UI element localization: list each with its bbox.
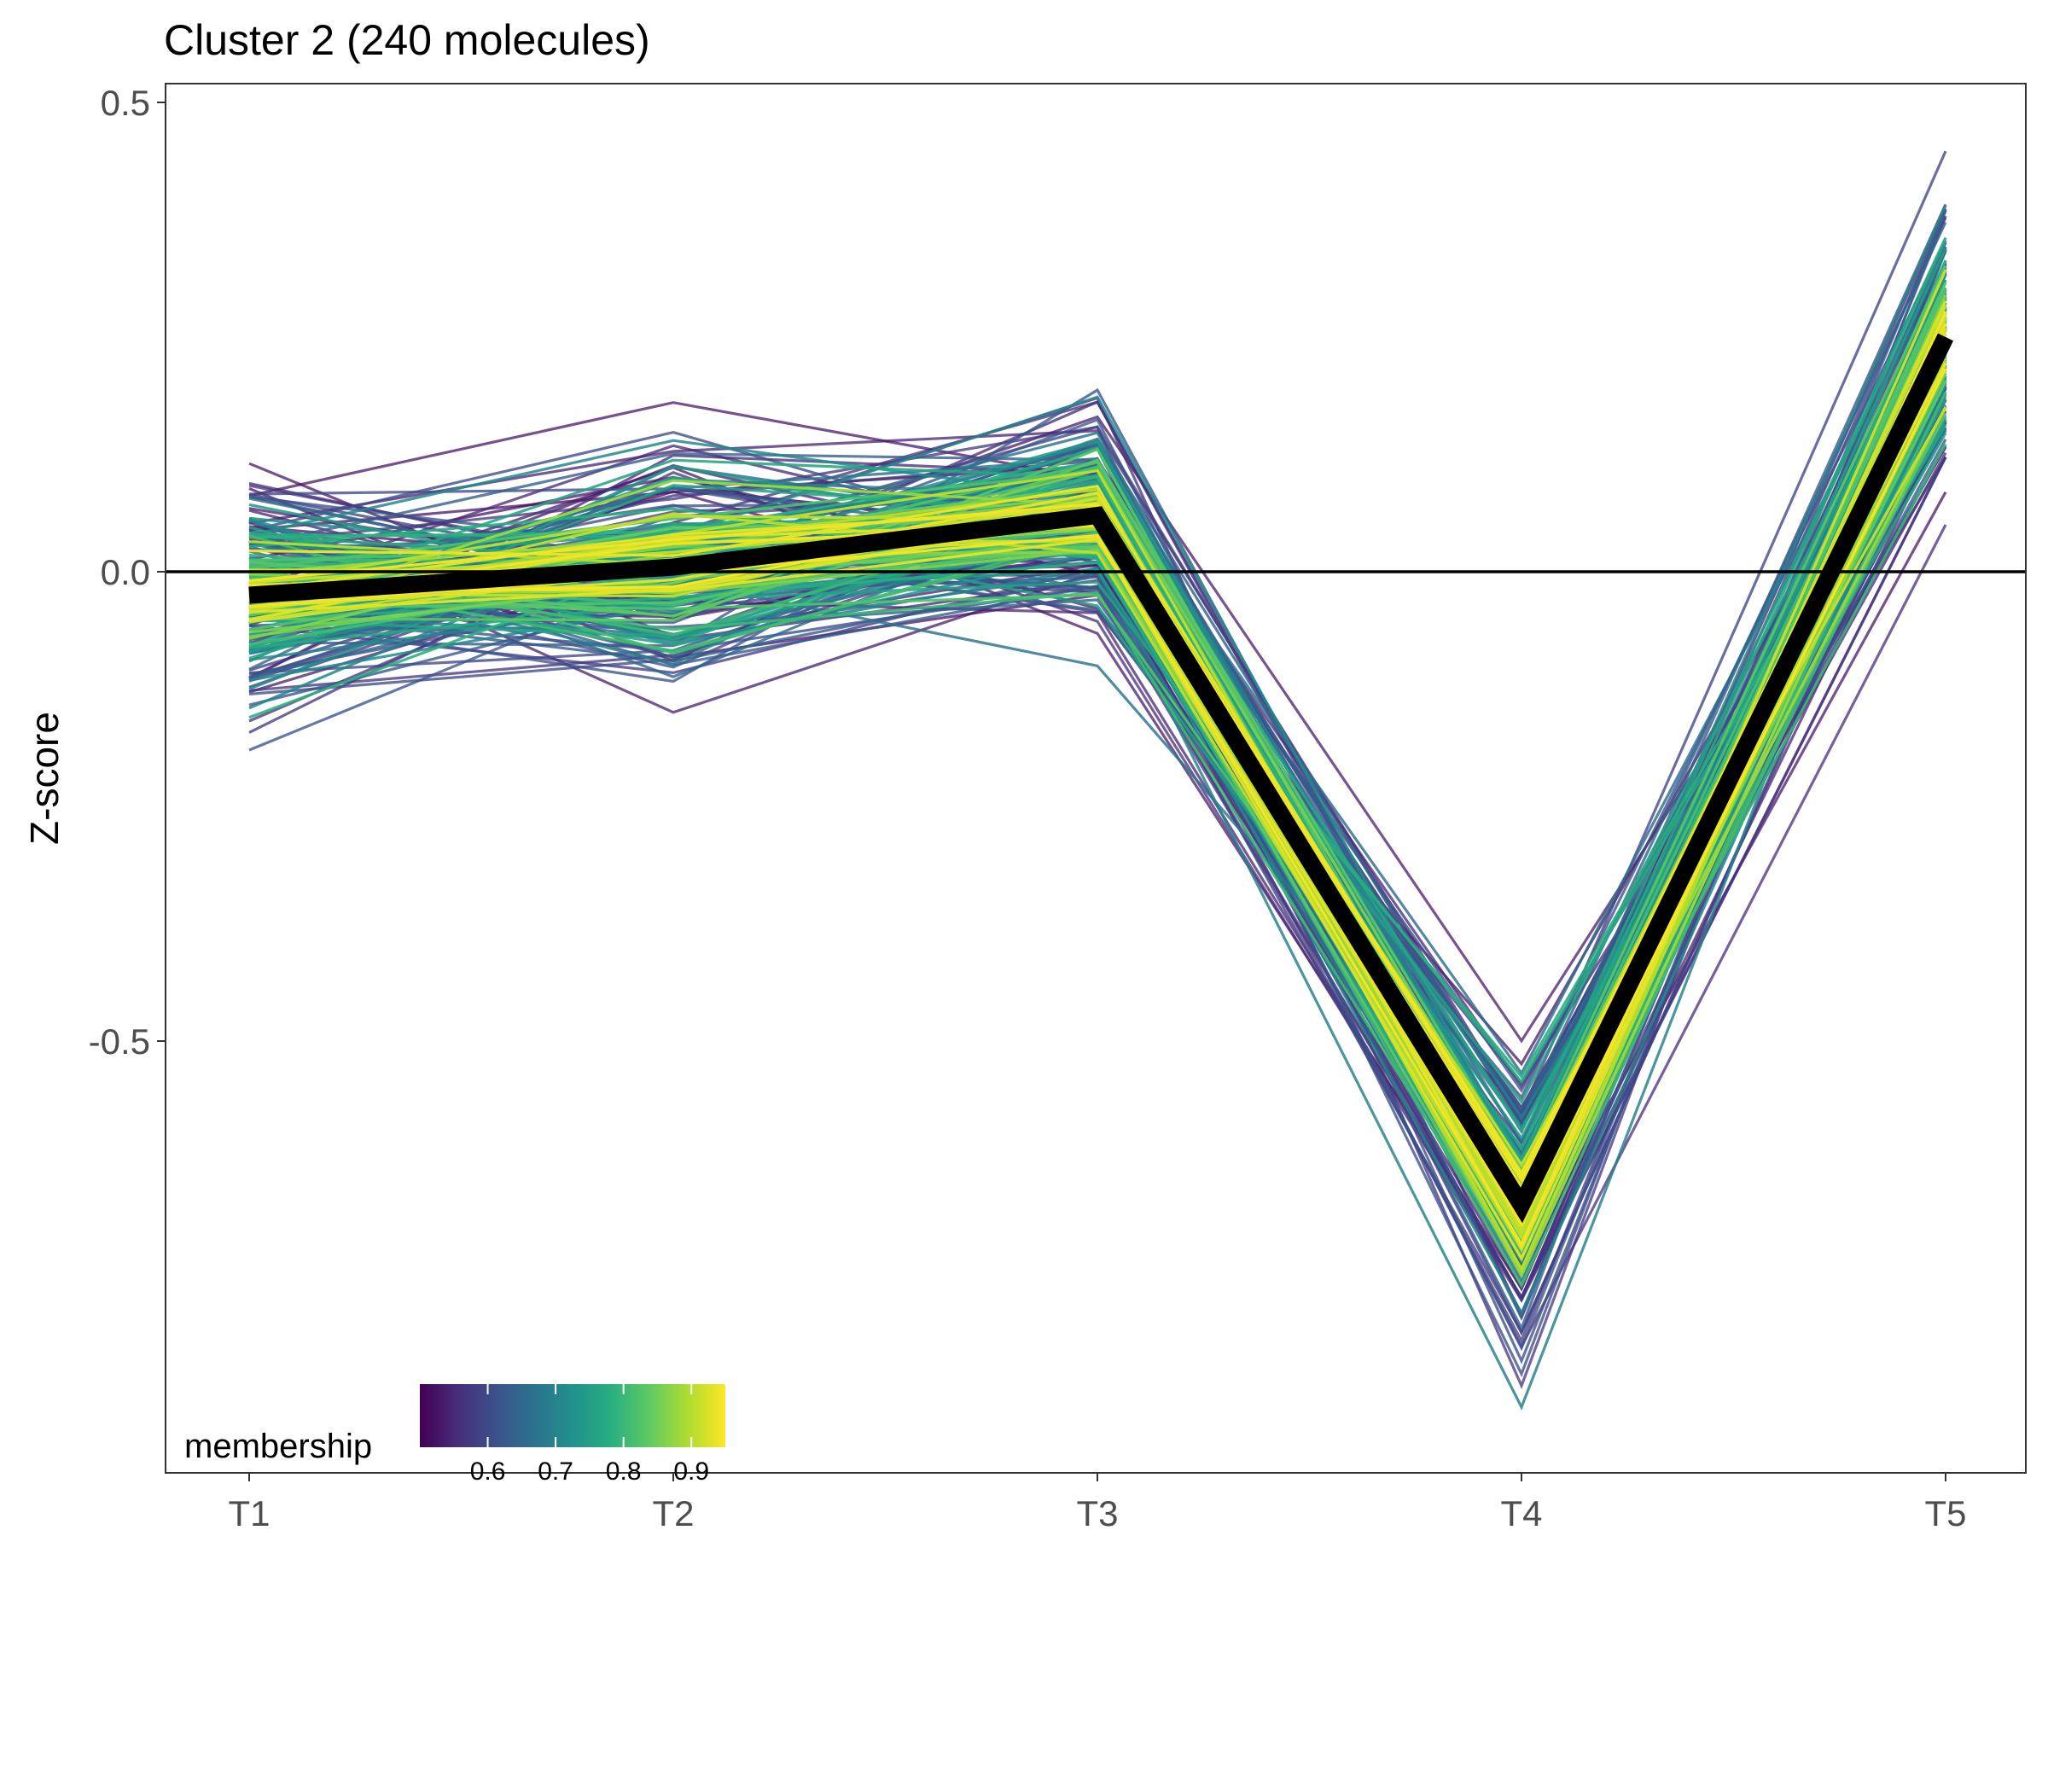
legend-ticks: 0.6 0.7 0.8 0.9 bbox=[470, 1384, 709, 1486]
plot-panel-border bbox=[165, 83, 2027, 1474]
legend-tick-label: 0.7 bbox=[538, 1457, 573, 1486]
y-axis: 0.5 0.0 -0.5 bbox=[89, 83, 166, 1062]
y-tick-label: 0.5 bbox=[101, 83, 150, 123]
member-line bbox=[248, 209, 1947, 1236]
member-line bbox=[248, 217, 1947, 1265]
legend-tick-label: 0.9 bbox=[673, 1457, 709, 1486]
member-lines-layer bbox=[248, 150, 1947, 1411]
centroid-line bbox=[248, 333, 1953, 1224]
member-line bbox=[248, 240, 1947, 1164]
x-axis: T1 T2 T3 T4 T5 bbox=[228, 1473, 1967, 1533]
chart-title: Cluster 2 (240 molecules) bbox=[164, 16, 650, 64]
member-line bbox=[248, 248, 1947, 1168]
x-tick-label: T1 bbox=[228, 1493, 270, 1533]
y-axis-title: Z-score bbox=[22, 712, 67, 845]
legend-colorbar bbox=[420, 1384, 725, 1447]
member-line bbox=[248, 288, 1947, 1197]
x-tick-label: T3 bbox=[1076, 1493, 1118, 1533]
member-line bbox=[248, 265, 1947, 1172]
member-line bbox=[248, 215, 1947, 1178]
member-line bbox=[248, 273, 1947, 1209]
legend-tick-label: 0.8 bbox=[606, 1457, 642, 1486]
member-line bbox=[248, 264, 1947, 1220]
legend-tick-label: 0.6 bbox=[470, 1457, 506, 1486]
x-tick-label: T4 bbox=[1500, 1493, 1542, 1533]
member-line bbox=[248, 372, 1947, 1264]
member-line bbox=[248, 326, 1947, 1164]
member-line bbox=[248, 248, 1947, 1135]
member-line bbox=[248, 368, 1947, 1227]
legend-title: membership bbox=[184, 1428, 372, 1465]
member-line bbox=[248, 329, 1947, 1163]
x-tick-label: T2 bbox=[652, 1493, 694, 1533]
member-line bbox=[248, 301, 1947, 1120]
member-line bbox=[248, 271, 1947, 1201]
member-line bbox=[248, 279, 1947, 1161]
membership-legend: membership 0.6 0.7 0.8 0.9 bbox=[184, 1384, 725, 1486]
member-line bbox=[248, 236, 1947, 1150]
y-tick-label: -0.5 bbox=[89, 1021, 150, 1062]
member-line bbox=[248, 287, 1947, 1105]
x-tick-label: T5 bbox=[1924, 1493, 1966, 1533]
y-tick-label: 0.0 bbox=[101, 552, 150, 592]
member-line bbox=[248, 207, 1947, 1169]
